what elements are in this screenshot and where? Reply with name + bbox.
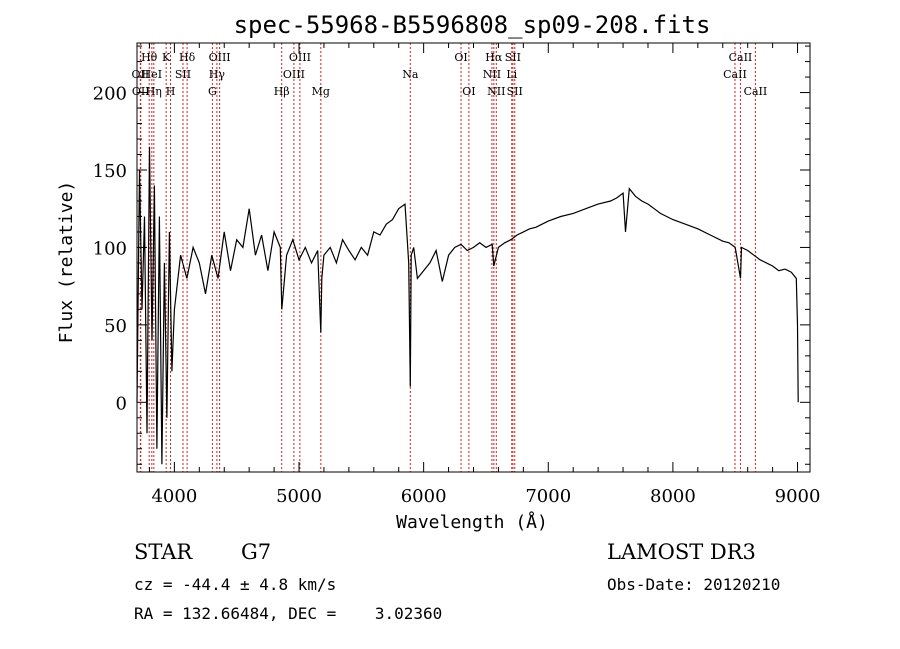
survey-name: LAMOST DR3 <box>607 540 756 564</box>
x-tick-label: 4000 <box>151 486 197 507</box>
line-marker-label: Hβ <box>274 85 290 98</box>
y-tick-label: 50 <box>104 316 127 337</box>
line-marker-label: Hα <box>485 51 503 64</box>
line-marker-label: H <box>166 85 176 98</box>
line-marker-label: OII <box>132 68 150 81</box>
line-marker-label: HeI <box>142 68 162 81</box>
x-tick-label: 8000 <box>650 486 696 507</box>
line-marker-label: K <box>162 51 171 64</box>
coordinates: RA = 132.66484, DEC = 3.02360 <box>134 604 443 623</box>
line-marker-label: Hθ <box>141 51 158 64</box>
line-marker-label: Na <box>402 68 419 81</box>
x-tick-label: 6000 <box>401 486 447 507</box>
x-tick-label: 7000 <box>525 486 571 507</box>
redshift-velocity: cz = -44.4 ± 4.8 km/s <box>134 575 337 594</box>
plot-frame <box>136 42 811 473</box>
line-marker-label: OI <box>462 85 475 98</box>
object-subclass: G7 <box>241 540 272 564</box>
observation-date: Obs-Date: 20120210 <box>607 575 781 594</box>
line-marker-label: SII <box>507 85 523 98</box>
line-marker-label: NII <box>483 68 501 81</box>
line-marker-label: Hη <box>146 85 162 98</box>
line-markers <box>139 43 756 472</box>
line-marker-label: SII <box>505 51 521 64</box>
y-tick-label: 150 <box>93 161 127 182</box>
y-axis-ticks: 0 50 100 150 200 <box>93 45 810 465</box>
line-marker-label: CaII <box>723 68 747 81</box>
line-marker-label: CaII <box>744 85 768 98</box>
line-marker-label: OI <box>454 51 467 64</box>
chart-title: spec-55968-B5596808_sp09-208.fits <box>234 11 711 39</box>
line-marker-label: Li <box>506 68 517 81</box>
object-class: STAR <box>134 540 193 564</box>
y-tick-label: 100 <box>93 238 127 259</box>
y-tick-label: 200 <box>93 84 127 105</box>
x-axis-ticks: 4000 5000 6000 7000 8000 9000 <box>148 43 821 507</box>
x-tick-label: 5000 <box>276 486 322 507</box>
x-axis-label: Wavelength (Å) <box>396 511 548 533</box>
line-marker-label: SII <box>175 68 191 81</box>
spectrum-line <box>136 146 799 465</box>
line-marker-label: OIII <box>283 68 305 81</box>
line-marker-label: Mg <box>312 85 330 98</box>
line-marker-label: Hδ <box>179 51 196 64</box>
x-tick-label: 9000 <box>775 486 821 507</box>
line-marker-label: Hγ <box>209 68 226 81</box>
y-axis-label: Flux (relative) <box>56 181 77 344</box>
line-marker-label: CaII <box>729 51 753 64</box>
line-marker-label: OIII <box>209 51 231 64</box>
line-marker-label: OII <box>132 85 150 98</box>
line-marker-label: NII <box>487 85 505 98</box>
line-marker-label: G <box>208 85 217 98</box>
line-marker-label: OIII <box>289 51 311 64</box>
y-tick-label: 0 <box>116 393 127 414</box>
